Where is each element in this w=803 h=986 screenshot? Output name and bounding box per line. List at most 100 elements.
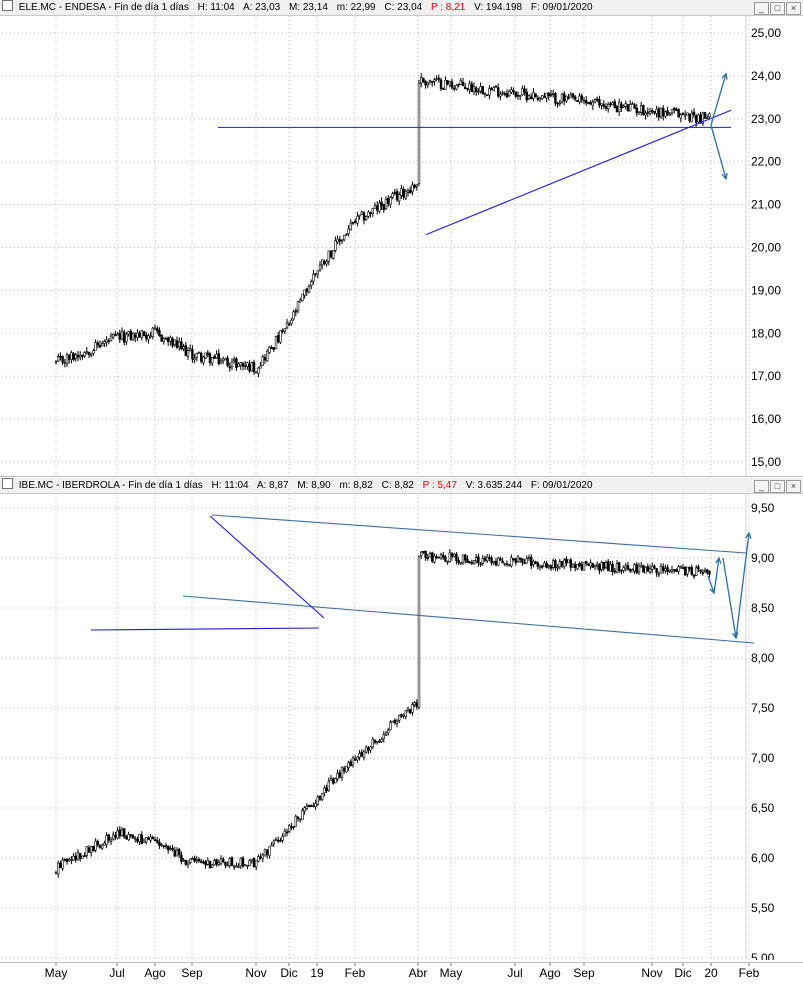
candle-body	[112, 333, 115, 338]
candle-body	[59, 355, 62, 358]
candle-body	[545, 563, 548, 568]
close-button[interactable]: ×	[786, 480, 801, 493]
maximize-button[interactable]: □	[770, 480, 785, 493]
candle-body	[334, 240, 337, 251]
candle-body	[543, 562, 546, 567]
candle-body	[699, 569, 702, 573]
x-tick-label: Nov	[245, 966, 266, 980]
candle-body	[565, 95, 568, 102]
candle-body	[226, 357, 229, 367]
price-tick-label: 21,00	[751, 198, 781, 212]
candle-body	[536, 97, 540, 100]
minimize-button[interactable]: _	[754, 480, 769, 493]
price-tick-label: 19,00	[751, 283, 781, 297]
candle-body	[138, 332, 141, 338]
candle-body	[129, 330, 132, 340]
candle-body	[364, 216, 368, 220]
candle-body	[316, 796, 319, 805]
panel-select-box[interactable]	[2, 478, 13, 489]
candle-body	[353, 758, 357, 761]
price-tick-label: 7,50	[751, 701, 775, 715]
candle-body	[430, 552, 434, 562]
candle-body	[620, 569, 623, 572]
candle-body	[635, 564, 639, 573]
x-tick-label: Abr	[409, 966, 428, 980]
candle-body	[175, 849, 179, 857]
candle-body	[400, 188, 403, 196]
candle-body	[94, 840, 97, 851]
candle-body	[158, 841, 161, 846]
candle-body	[382, 204, 385, 210]
candle-body	[83, 352, 86, 357]
candle-body	[571, 563, 575, 568]
candle-body	[248, 860, 251, 866]
candle-body	[463, 554, 467, 561]
candle-body	[136, 332, 139, 338]
candle-body	[626, 104, 630, 111]
candle-body	[397, 194, 401, 202]
candle-body	[661, 107, 665, 117]
candle-body	[101, 343, 104, 347]
candle-body	[488, 557, 491, 559]
candle-body	[653, 111, 656, 114]
candle-body	[389, 722, 392, 730]
panel-select-box[interactable]	[2, 0, 13, 11]
candle-body	[200, 860, 203, 863]
minimize-button[interactable]: _	[754, 2, 769, 15]
close-button[interactable]: ×	[786, 2, 801, 15]
candle-body	[151, 327, 154, 337]
candle-body	[345, 233, 348, 236]
candle-body	[543, 96, 546, 98]
candle-body	[222, 358, 225, 362]
candle-body	[558, 561, 562, 567]
candle-body	[217, 862, 220, 865]
candle-body	[679, 114, 683, 119]
candle-body	[74, 354, 78, 359]
candle-body	[705, 117, 709, 119]
candle-body	[162, 338, 165, 342]
candle-body	[118, 829, 122, 837]
candle-body	[637, 111, 641, 114]
maximize-button[interactable]: □	[770, 2, 785, 15]
candle-body	[584, 100, 588, 104]
candle-body	[189, 348, 192, 351]
candle-body	[419, 551, 423, 556]
candle-body	[233, 359, 236, 361]
candle-body	[215, 353, 218, 359]
candle-body	[186, 350, 190, 357]
candle-body	[101, 844, 104, 849]
candle-body	[419, 77, 423, 84]
x-tick-label: Jul	[507, 966, 522, 980]
candle-body	[164, 845, 168, 847]
candle-body	[650, 566, 654, 570]
candle-body	[402, 188, 405, 198]
candle-body	[279, 839, 282, 842]
candle-body	[123, 828, 126, 838]
candle-body	[281, 330, 284, 333]
candle-body	[551, 93, 555, 95]
candle-body	[617, 562, 621, 571]
candle-body	[338, 239, 341, 242]
candle-body	[123, 331, 126, 343]
ticker-label: IBE.MC - IBERDROLA - Fin de día 1 días	[18, 480, 203, 491]
candle-body	[105, 835, 108, 845]
candle-body	[138, 833, 141, 843]
candle-body	[349, 222, 352, 231]
candle-body	[534, 93, 537, 98]
candle-body	[320, 259, 324, 266]
x-tick-label: 19	[310, 966, 324, 980]
candle-body	[525, 558, 529, 564]
candle-body	[485, 556, 489, 562]
candle-body	[435, 78, 438, 80]
candle-body	[688, 567, 691, 569]
candle-body	[230, 857, 234, 866]
candle-body	[529, 556, 533, 566]
candle-body	[466, 558, 469, 563]
candle-body	[611, 563, 614, 572]
candle-body	[202, 356, 205, 363]
candle-body	[648, 568, 652, 573]
candle-body	[301, 810, 304, 821]
price-tick-label: 7,00	[751, 751, 775, 765]
candle-body	[305, 805, 308, 809]
candle-body	[540, 565, 544, 568]
